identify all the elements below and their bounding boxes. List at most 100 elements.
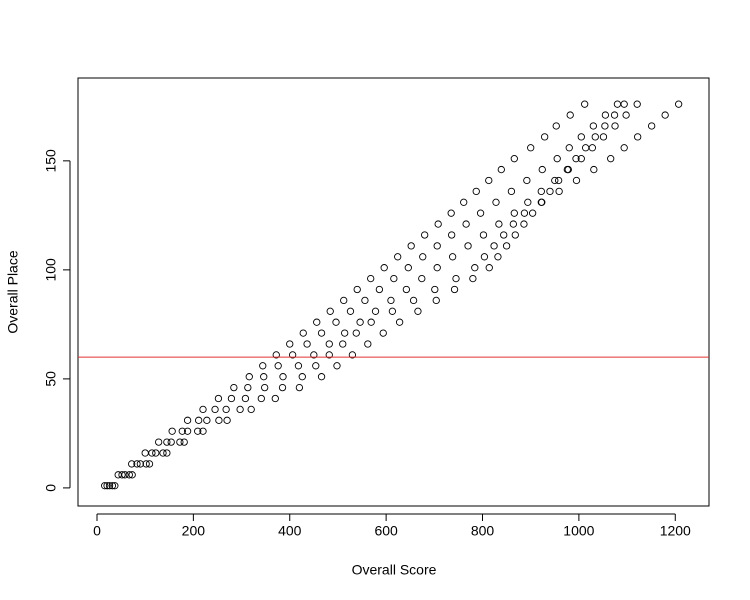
point — [528, 209, 537, 217]
point — [480, 253, 489, 261]
point — [178, 427, 186, 435]
point — [431, 285, 439, 294]
point — [572, 155, 580, 163]
point — [142, 460, 150, 468]
point — [332, 318, 340, 326]
point — [447, 209, 455, 217]
point — [183, 427, 192, 435]
point — [432, 296, 440, 305]
point — [108, 482, 117, 490]
point — [176, 438, 184, 446]
point — [402, 285, 411, 294]
point — [589, 122, 597, 130]
point — [155, 438, 163, 446]
point — [286, 340, 294, 348]
point — [509, 220, 517, 228]
plot-frame — [77, 77, 710, 507]
point — [492, 198, 500, 206]
point — [523, 176, 531, 185]
point — [490, 242, 498, 250]
point — [674, 100, 683, 108]
point — [271, 394, 279, 403]
point — [247, 405, 255, 414]
point — [278, 383, 287, 392]
point — [168, 427, 176, 435]
point — [375, 285, 384, 294]
point — [485, 264, 493, 272]
point — [620, 144, 628, 152]
point — [163, 449, 171, 457]
y-tick-label: 100 — [43, 258, 59, 282]
y-tick-label: 50 — [43, 371, 59, 387]
point — [404, 264, 412, 272]
point — [259, 362, 267, 370]
point — [409, 296, 418, 305]
point — [222, 405, 230, 414]
point — [541, 133, 549, 141]
point — [105, 482, 114, 490]
point — [414, 307, 422, 315]
point — [520, 220, 528, 228]
point — [462, 220, 470, 228]
point — [257, 394, 265, 403]
point — [471, 264, 479, 272]
point — [340, 296, 348, 305]
point — [163, 438, 171, 446]
point — [103, 482, 111, 490]
point — [510, 209, 518, 217]
point — [527, 144, 535, 152]
point — [141, 449, 149, 457]
point — [577, 133, 585, 141]
point — [148, 449, 156, 457]
point — [500, 231, 508, 239]
point — [394, 253, 402, 261]
point — [244, 383, 252, 392]
point — [581, 100, 589, 108]
point — [450, 285, 459, 294]
point — [395, 318, 404, 326]
point — [577, 155, 585, 163]
point — [421, 231, 429, 239]
point — [317, 373, 326, 381]
point — [552, 122, 560, 130]
point — [339, 340, 347, 348]
point — [346, 307, 355, 315]
point — [128, 460, 136, 468]
point — [227, 394, 236, 403]
point — [167, 438, 175, 446]
point — [125, 471, 133, 479]
point — [118, 471, 126, 479]
point — [633, 100, 641, 108]
point — [479, 231, 488, 239]
point — [538, 165, 546, 174]
x-tick-label: 400 — [278, 523, 302, 539]
point — [620, 100, 628, 108]
point — [537, 187, 545, 196]
point — [472, 187, 480, 196]
point — [469, 274, 477, 283]
point — [622, 111, 630, 119]
point — [448, 231, 456, 239]
point — [341, 329, 349, 337]
point — [661, 111, 669, 119]
point — [452, 274, 460, 283]
point — [261, 383, 269, 392]
point — [367, 318, 375, 326]
point — [215, 416, 223, 424]
point — [211, 405, 219, 414]
point — [183, 416, 192, 424]
point — [333, 362, 341, 370]
y-tick-label: 0 — [43, 484, 59, 492]
x-tick-label: 600 — [374, 523, 398, 539]
point — [288, 351, 297, 359]
point — [159, 449, 167, 457]
point — [361, 296, 369, 305]
point — [379, 329, 387, 337]
point — [353, 285, 361, 294]
point — [199, 405, 207, 414]
point — [194, 427, 202, 435]
point — [390, 274, 398, 283]
point — [610, 111, 619, 119]
point — [448, 253, 457, 261]
